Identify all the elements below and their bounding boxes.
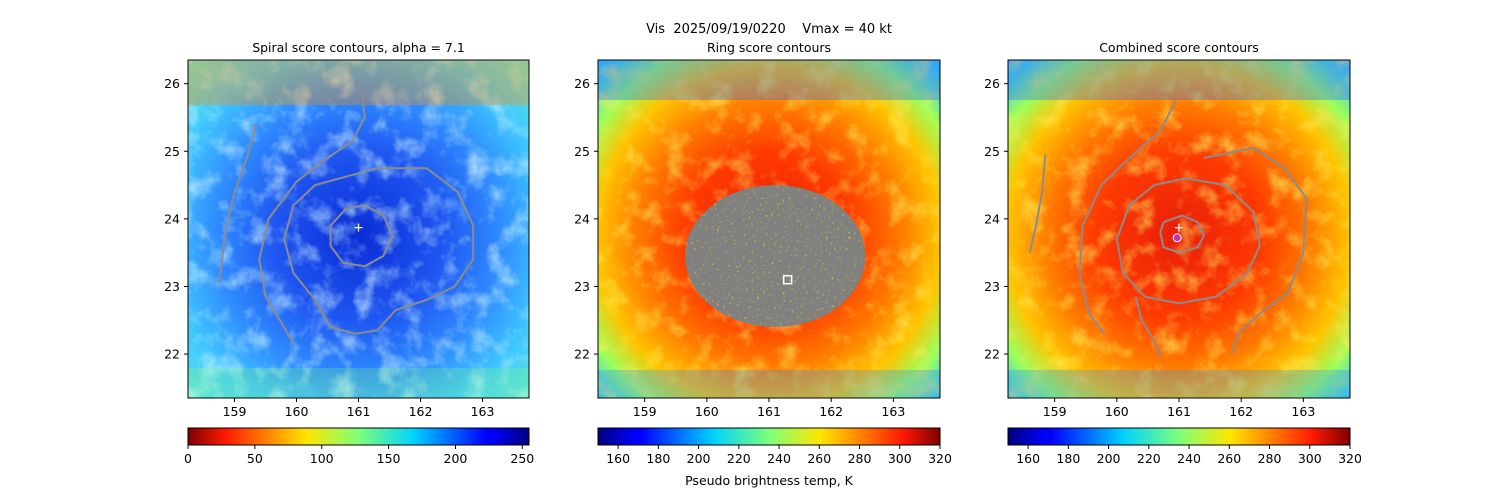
colorbar-tick-label: 240 xyxy=(1177,451,1201,466)
x-tick-label: 159 xyxy=(633,404,657,419)
x-tick-label: 159 xyxy=(223,404,247,419)
bottom-band xyxy=(598,370,940,398)
y-tick-label: 25 xyxy=(164,144,180,159)
x-tick-label: 162 xyxy=(409,404,433,419)
x-tick-label: 162 xyxy=(1229,404,1253,419)
contour-east-arc xyxy=(1203,146,1308,355)
satellite-image xyxy=(188,60,529,398)
satellite-image xyxy=(598,60,940,398)
ring-center-square-marker xyxy=(782,274,793,285)
colorbar-tick-label: 180 xyxy=(1056,451,1080,466)
y-tick-label: 24 xyxy=(574,211,590,226)
contour-south-arm xyxy=(1134,296,1162,358)
y-tick-label: 25 xyxy=(984,144,1000,159)
satellite-image xyxy=(1008,60,1350,398)
y-tick-label: 22 xyxy=(574,347,590,362)
y-tick-label: 26 xyxy=(574,76,590,91)
x-tick-label: 160 xyxy=(1105,404,1129,419)
colorbar-tick-label: 100 xyxy=(310,451,334,466)
contour-outer-band xyxy=(218,123,258,284)
y-tick-label: 23 xyxy=(164,279,180,294)
top-band xyxy=(1008,60,1350,100)
combined-panel: Combined score contours 159 160 161 162 163 22… xyxy=(984,40,1362,466)
colorbar-tick-label: 300 xyxy=(1298,451,1322,466)
y-tick-label: 26 xyxy=(164,76,180,91)
colorbar-tick-label: 50 xyxy=(247,451,263,466)
contour-spiral-arm xyxy=(258,90,366,345)
x-tick-label: 161 xyxy=(757,404,781,419)
x-tick-label: 160 xyxy=(285,404,309,419)
panel-title: Ring score contours xyxy=(707,40,831,55)
x-tick-label: 159 xyxy=(1043,404,1067,419)
colorbar-tick-label: 0 xyxy=(184,451,192,466)
top-band xyxy=(598,60,940,100)
center-plus-marker xyxy=(1175,223,1183,232)
panel-title: Combined score contours xyxy=(1099,40,1259,55)
combined-center-circle-marker xyxy=(1172,233,1182,243)
colorbar-tick-label: 160 xyxy=(606,451,630,466)
y-tick-label: 24 xyxy=(164,211,180,226)
y-tick-label: 22 xyxy=(164,347,180,362)
bottom-band xyxy=(188,368,529,398)
colorbar xyxy=(1007,427,1351,446)
center-plus-marker xyxy=(354,223,363,232)
colorbar-label: Pseudo brightness temp, K xyxy=(685,473,854,488)
x-tick-label: 162 xyxy=(819,404,843,419)
contour-middle xyxy=(1115,177,1261,305)
panel-title: Spiral score contours, alpha = 7.1 xyxy=(252,40,465,55)
x-tick-label: 161 xyxy=(347,404,371,419)
colorbar-tick-label: 200 xyxy=(687,451,711,466)
y-tick-label: 23 xyxy=(574,279,590,294)
colorbar-tick-label: 200 xyxy=(1097,451,1121,466)
colorbar-tick-label: 220 xyxy=(727,451,751,466)
top-band xyxy=(188,60,529,105)
colorbar-tick-label: 240 xyxy=(767,451,791,466)
colorbar-tick-label: 320 xyxy=(1338,451,1362,466)
y-tick-label: 22 xyxy=(984,347,1000,362)
colorbar-tick-label: 220 xyxy=(1137,451,1161,466)
ring-panel: Ring score contours 159 160 161 162 163 22 23 24… xyxy=(574,40,952,488)
colorbar-tick-label: 160 xyxy=(1016,451,1040,466)
colorbar-tick-label: 180 xyxy=(646,451,670,466)
bottom-band xyxy=(1008,370,1350,398)
contour-inner xyxy=(329,204,394,268)
spiral-panel: Spiral score contours, alpha = 7.1 159 160… xyxy=(164,40,534,466)
colorbar-tick-label: 320 xyxy=(928,451,952,466)
masked-speckle xyxy=(685,185,866,328)
colorbar xyxy=(597,427,941,446)
y-tick-label: 26 xyxy=(984,76,1000,91)
y-tick-label: 25 xyxy=(574,144,590,159)
contour-middle xyxy=(283,167,475,335)
colorbar-tick-label: 250 xyxy=(510,451,534,466)
x-tick-label: 163 xyxy=(881,404,905,419)
x-tick-label: 163 xyxy=(471,404,495,419)
colorbar-tick-label: 200 xyxy=(444,451,468,466)
x-tick-label: 161 xyxy=(1167,404,1191,419)
figure-title: Vis 2025/09/19/0220 Vmax = 40 kt xyxy=(646,22,892,37)
contour-outer xyxy=(1078,100,1177,335)
colorbar-tick-label: 280 xyxy=(1258,451,1282,466)
x-tick-label: 163 xyxy=(1291,404,1315,419)
x-tick-label: 160 xyxy=(695,404,719,419)
colorbar-tick-label: 280 xyxy=(848,451,872,466)
colorbar-tick-label: 260 xyxy=(807,451,831,466)
colorbar-tick-label: 300 xyxy=(888,451,912,466)
colorbar-tick-label: 260 xyxy=(1217,451,1241,466)
y-tick-label: 24 xyxy=(984,211,1000,226)
contour-inner xyxy=(1159,214,1205,254)
colorbar-tick-label: 150 xyxy=(377,451,401,466)
y-tick-label: 23 xyxy=(984,279,1000,294)
colorbar xyxy=(187,427,530,446)
contour-west-band xyxy=(1028,154,1047,253)
